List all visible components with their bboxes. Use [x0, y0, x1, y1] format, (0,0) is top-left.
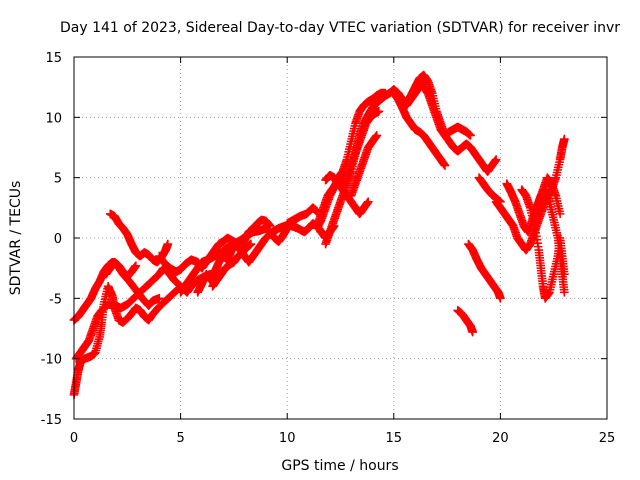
data-point	[560, 269, 569, 279]
y-tick-label: -10	[41, 353, 62, 368]
plot-area-frame	[73, 56, 608, 420]
data-point	[131, 261, 141, 271]
y-tick-label: 15	[45, 51, 62, 66]
data-point	[496, 294, 505, 303]
x-axis: 0 5 10 15 20 25	[70, 57, 615, 446]
x-tick-label: 15	[386, 431, 403, 446]
y-tick-label: 10	[45, 111, 62, 126]
data-point	[363, 197, 373, 207]
data-point	[491, 155, 501, 164]
data-point	[374, 107, 384, 116]
y-axis-label: SDTVAR / TECUs	[8, 181, 24, 296]
x-tick-label: 25	[599, 431, 616, 446]
data-point	[154, 294, 164, 303]
grid	[74, 57, 607, 419]
data-point	[468, 327, 477, 337]
data-point	[555, 209, 565, 219]
data-point	[560, 134, 569, 144]
x-tick-label: 10	[279, 431, 296, 446]
data-point	[440, 161, 450, 170]
chart-title: Day 141 of 2023, Sidereal Day-to-day VTE…	[60, 20, 620, 36]
y-tick-label: -15	[41, 413, 62, 428]
data-point	[466, 131, 475, 140]
x-tick-label: 20	[492, 431, 509, 446]
data-point	[560, 288, 569, 297]
x-tick-label: 5	[176, 431, 184, 446]
x-tick-label: 0	[70, 431, 78, 446]
y-tick-label: 0	[54, 232, 62, 247]
y-axis: -15 -10 -5 0 5 10 15	[41, 51, 607, 428]
data-point	[246, 239, 256, 249]
data-point	[163, 239, 173, 249]
data-points	[69, 70, 569, 400]
y-tick-label: -5	[49, 292, 62, 307]
y-tick-label: 5	[54, 172, 62, 187]
data-point	[372, 131, 382, 140]
x-axis-label: GPS time / hours	[281, 458, 398, 474]
